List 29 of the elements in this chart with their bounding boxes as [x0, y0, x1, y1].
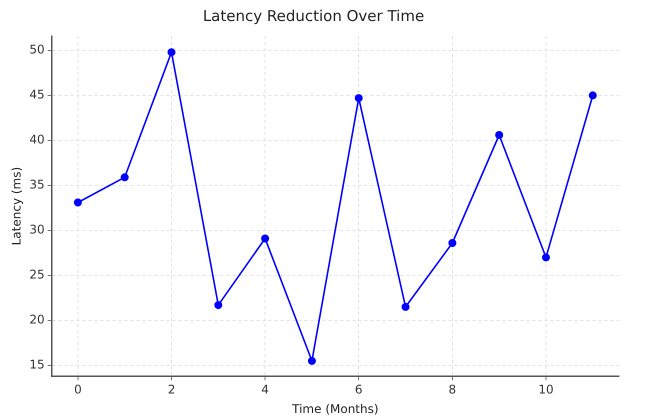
point [74, 198, 82, 206]
x-tick-label: 6 [354, 382, 363, 397]
point [308, 356, 316, 365]
point [448, 239, 456, 247]
point [261, 234, 270, 242]
y-tick-label: 35 [29, 178, 45, 192]
y-tick-label: 15 [29, 358, 45, 372]
point [120, 173, 129, 182]
y-tick-label: 25 [29, 268, 45, 282]
x-tick-label: 0 [74, 382, 82, 397]
x-axis-title: Time (Months) [291, 402, 379, 416]
point [168, 48, 176, 56]
point [214, 301, 222, 310]
y-tick-label: 20 [29, 312, 45, 327]
y-tick-label: 45 [29, 88, 45, 102]
x-tick-label: 10 [538, 382, 554, 397]
chart-title: Latency Reduction Over Time [202, 6, 424, 25]
point [402, 302, 410, 311]
y-tick-label: 50 [29, 42, 45, 57]
point [495, 131, 504, 139]
point [542, 253, 550, 262]
y-axis-title: Latency (ms) [9, 166, 24, 246]
x-tick-label: 8 [448, 382, 456, 397]
y-tick-label: 40 [29, 132, 45, 147]
point [354, 94, 363, 102]
point [588, 91, 597, 100]
x-tick-label: 2 [168, 382, 176, 397]
y-tick-label: 30 [29, 222, 45, 237]
x-tick-label: 4 [261, 382, 269, 397]
